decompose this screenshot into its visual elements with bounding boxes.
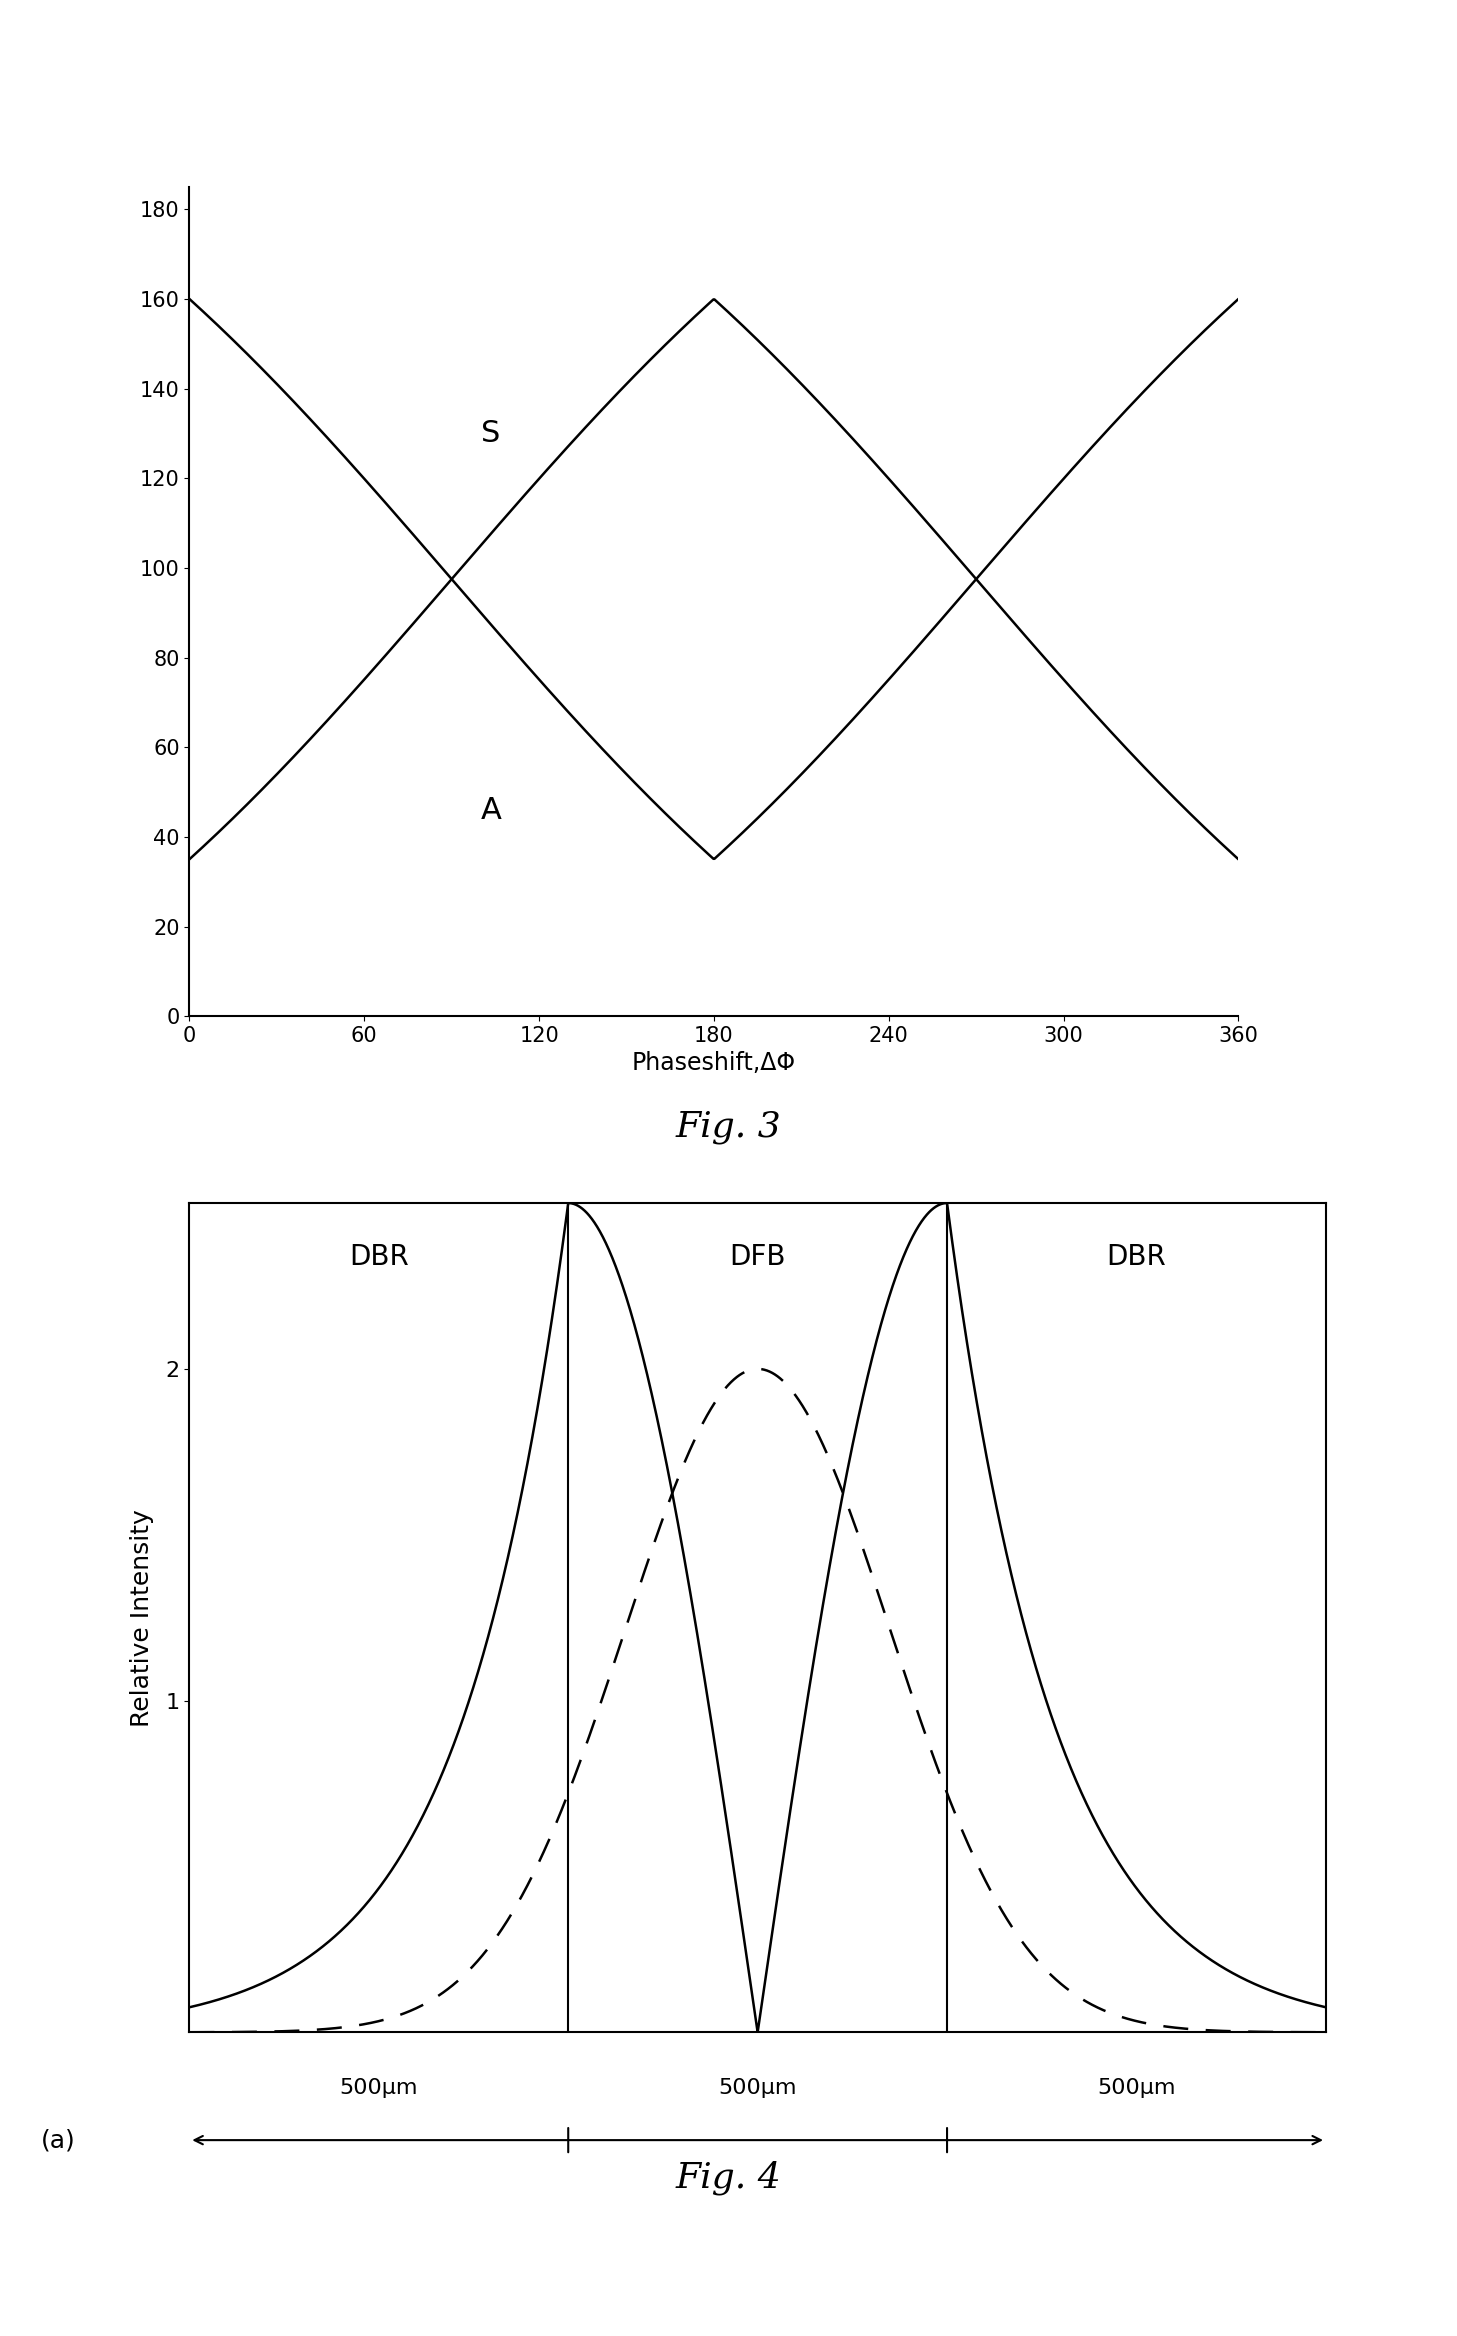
Text: Fig. 4: Fig. 4 bbox=[676, 2161, 781, 2196]
Y-axis label: Relative Intensity: Relative Intensity bbox=[131, 1509, 154, 1726]
Text: 500μm: 500μm bbox=[718, 2079, 797, 2098]
Text: DBR: DBR bbox=[1106, 1243, 1167, 1271]
Text: (a): (a) bbox=[41, 2128, 76, 2151]
Text: A: A bbox=[481, 797, 501, 825]
Text: Fig. 3: Fig. 3 bbox=[676, 1110, 781, 1145]
X-axis label: Phaseshift,ΔΦ: Phaseshift,ΔΦ bbox=[632, 1051, 796, 1075]
Text: DFB: DFB bbox=[730, 1243, 785, 1271]
Text: 500μm: 500μm bbox=[1097, 2079, 1176, 2098]
Text: S: S bbox=[481, 420, 500, 449]
Text: 500μm: 500μm bbox=[339, 2079, 418, 2098]
Text: DBR: DBR bbox=[348, 1243, 409, 1271]
